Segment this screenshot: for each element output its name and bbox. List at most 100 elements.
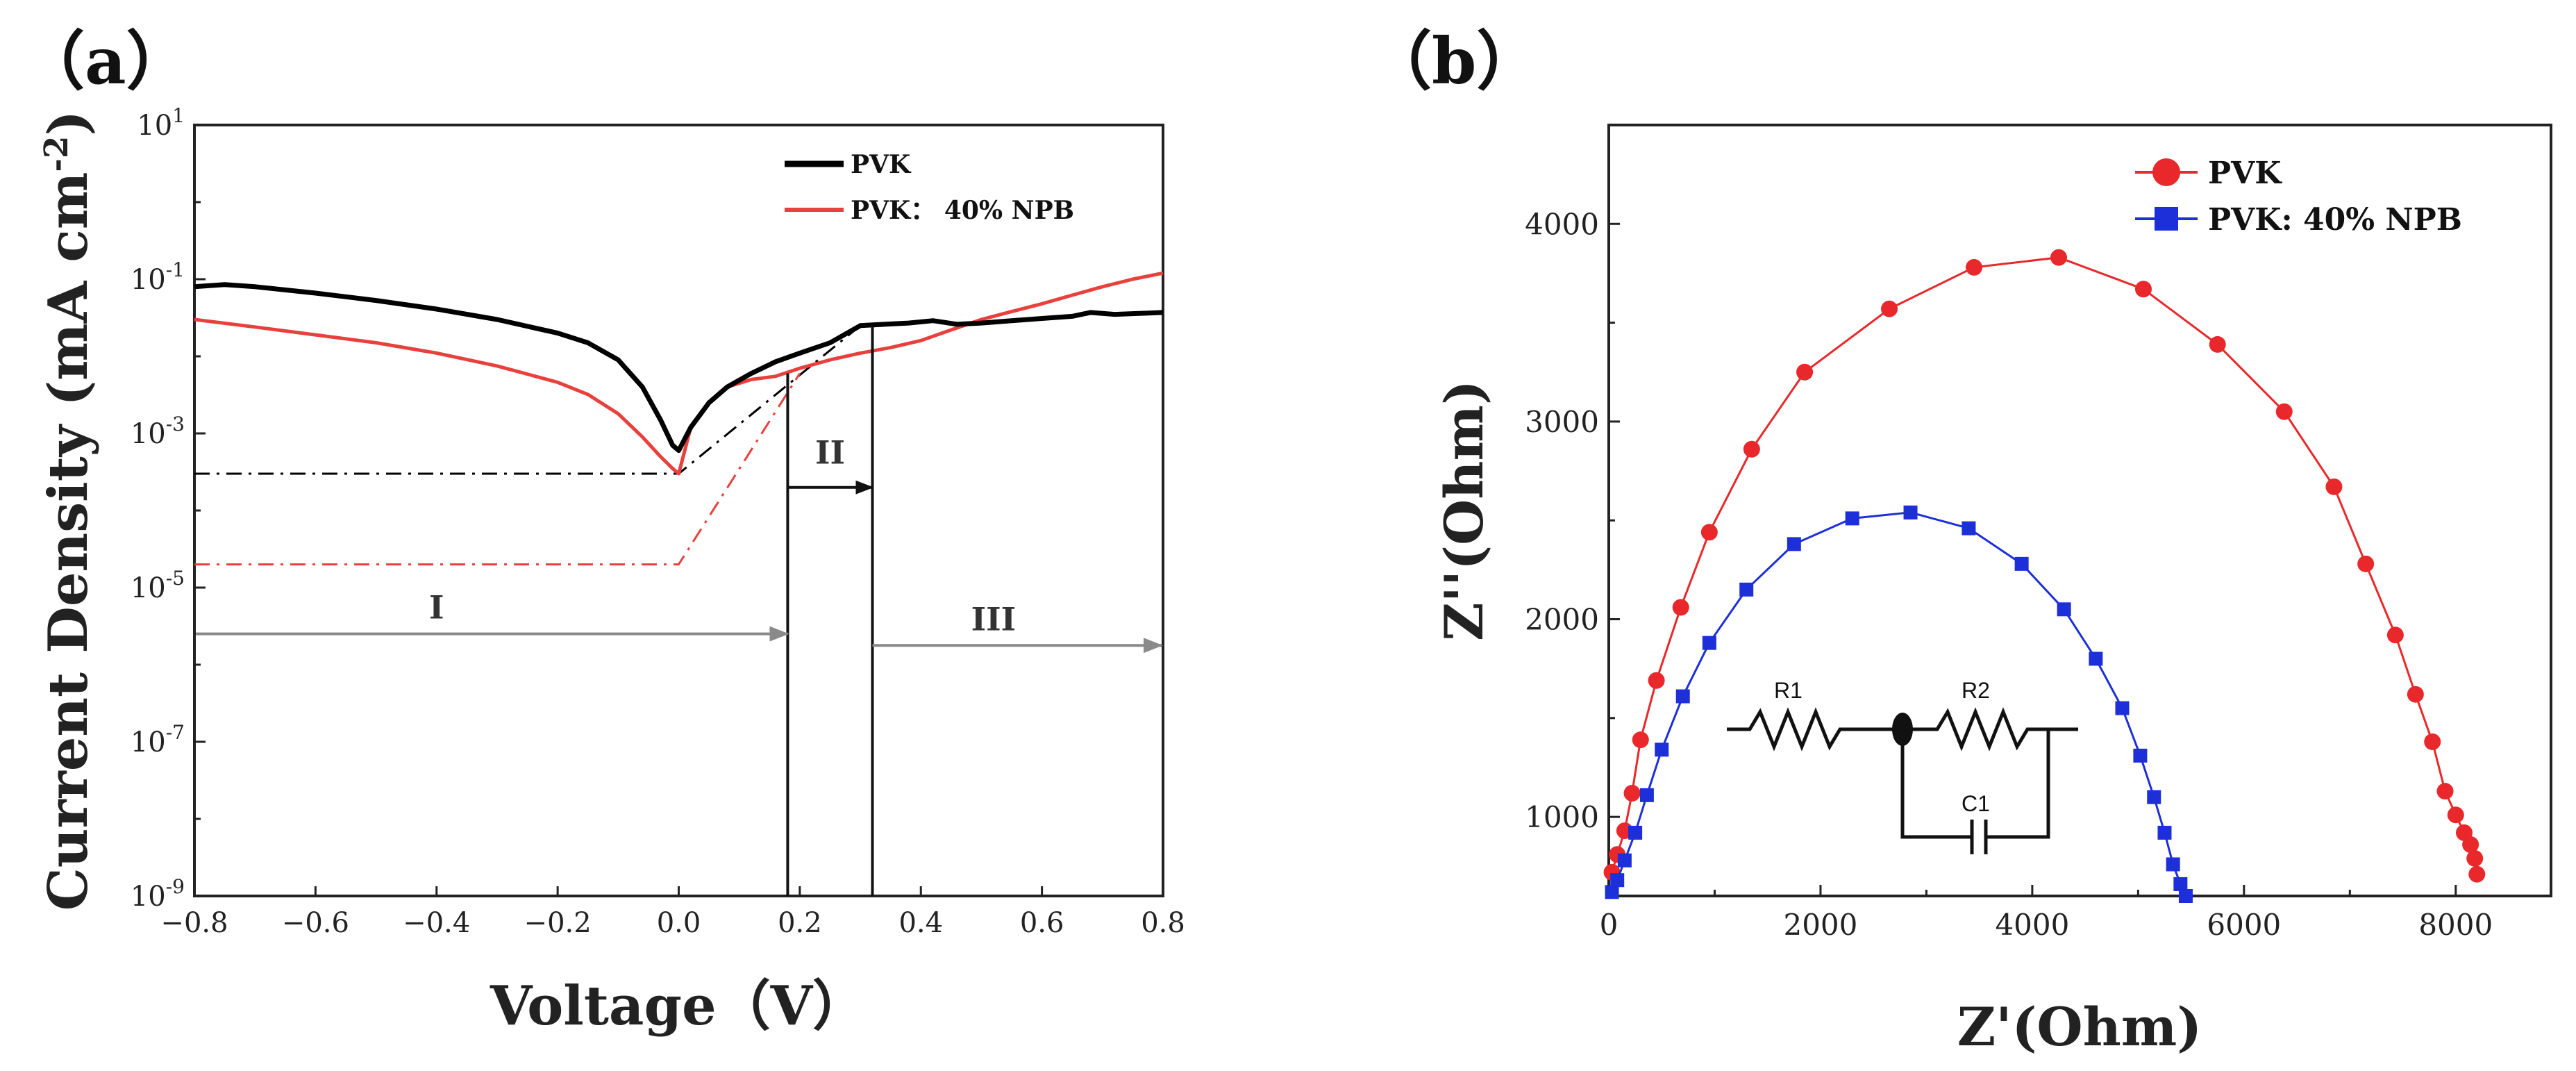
x-tick-label: 2000 — [1783, 908, 1857, 942]
pvk-point — [1700, 524, 1718, 541]
circuit-resistor-r1 — [1727, 707, 1898, 752]
y-tick-label: 1000 — [1525, 800, 1599, 834]
npb-point — [1787, 537, 1801, 551]
y-tick-label: 10-5 — [131, 567, 185, 604]
legend-a-pvk-label: PVK — [851, 150, 912, 179]
pvk-point — [1796, 363, 1814, 381]
panel-a-label: （a） — [21, 24, 190, 99]
x-tick-label: −0.6 — [282, 907, 349, 939]
panel-a-xlabel: Voltage（V） — [490, 974, 867, 1038]
y-tick-label: 10-9 — [131, 875, 185, 913]
equivalent-circuit — [1727, 707, 2078, 854]
pvk-point — [2209, 335, 2226, 353]
circuit-r1-label: R1 — [1774, 678, 1803, 703]
npb-point — [1605, 885, 1619, 899]
npb-point — [2115, 701, 2130, 715]
npb-point — [1617, 853, 1632, 867]
series-pvk-line — [1611, 256, 2478, 874]
series-pvk-line — [194, 282, 1164, 454]
pvk-point — [2050, 249, 2068, 266]
pvk-point — [2436, 783, 2454, 800]
y-tick-label: 10-7 — [131, 721, 185, 758]
npb-point — [2147, 790, 2161, 804]
series-npb-line — [1611, 511, 2187, 897]
pvk-point — [2462, 836, 2479, 853]
npb-point — [1628, 825, 1643, 840]
legend-b-pvk-label: PVK — [2208, 156, 2282, 191]
region-3-label: III — [971, 600, 1017, 638]
series-npb-fit-line — [194, 372, 801, 566]
panel-a-frame — [193, 124, 1164, 897]
x-tick-label: 0.6 — [1020, 907, 1064, 939]
x-tick-label: 4000 — [1995, 908, 2069, 942]
pvk-point — [2386, 626, 2404, 644]
npb-point — [2089, 651, 2103, 666]
pvk-point — [1623, 785, 1641, 802]
npb-point — [1610, 873, 1625, 888]
npb-point — [2166, 857, 2180, 872]
circuit-resistor-r2 — [1898, 707, 2055, 752]
x-tick-label: 0.4 — [898, 907, 943, 939]
pvk-point — [2407, 686, 2424, 703]
series-npb-line — [194, 271, 1164, 476]
npb-point — [2178, 889, 2193, 903]
npb-point — [1655, 742, 1669, 757]
region-1-label: I — [429, 589, 444, 626]
pvk-point — [2357, 555, 2375, 572]
pvk-point — [1966, 258, 1983, 276]
pvk-point — [2275, 403, 2293, 420]
legend-b-pvk-marker — [2152, 158, 2180, 186]
npb-point — [2157, 825, 2172, 840]
pvk-point — [1743, 440, 1760, 458]
x-tick-label: 8000 — [2418, 908, 2493, 942]
npb-point — [2014, 556, 2029, 571]
y-tick-label: 2000 — [1525, 603, 1599, 637]
x-tick-label: −0.2 — [524, 907, 592, 939]
pvk-point — [2468, 865, 2486, 883]
pvk-point — [2447, 806, 2464, 824]
circuit-node — [1892, 713, 1913, 746]
panel-b-label: （b） — [1368, 24, 1540, 99]
panel-b-frame — [1607, 124, 2552, 897]
legend-a-npb-label: PVK： 40% NPB — [851, 196, 1074, 225]
panel-b-ylabel: Z''(Ohm) — [1433, 380, 1495, 641]
pvk-point — [1648, 672, 1665, 689]
x-tick-label: 0 — [1600, 908, 1619, 942]
npb-point — [2057, 602, 2071, 617]
npb-point — [2133, 748, 2148, 763]
circuit-wire-parallel — [1900, 727, 2078, 839]
x-tick-label: −0.4 — [403, 907, 470, 939]
panel-b-chart: 0 2000 4000 6000 8000 1000 2000 3000 4000 PVK P… — [1433, 124, 2552, 1058]
x-tick-label: −0.8 — [160, 907, 228, 939]
circuit-capacitor-c1 — [1970, 820, 1988, 854]
pvk-point — [2424, 733, 2441, 750]
y-tick-label: 10-3 — [131, 413, 185, 450]
y-tick-label: 101 — [137, 104, 185, 142]
npb-point — [1845, 511, 1859, 526]
legend-b-npb-label: PVK: 40% NPB — [2208, 202, 2462, 238]
y-tick-label: 3000 — [1525, 405, 1599, 439]
y-tick-label: 10-1 — [131, 258, 185, 296]
npb-point — [1675, 689, 1690, 704]
series-pvk-fit-line — [194, 324, 862, 475]
pvk-point — [1632, 731, 1649, 749]
npb-point — [1639, 788, 1654, 802]
pvk-point — [2325, 478, 2343, 495]
region-2-label: II — [815, 434, 845, 472]
circuit-c1-label: C1 — [1962, 791, 1990, 816]
x-tick-label: 6000 — [2207, 908, 2281, 942]
circuit-r2-label: R2 — [1962, 678, 1990, 703]
x-tick-label: 0.8 — [1141, 907, 1185, 939]
pvk-point — [1881, 300, 1898, 317]
npb-point — [2173, 877, 2188, 891]
pvk-point — [2466, 849, 2484, 867]
npb-point — [1702, 636, 1716, 650]
npb-point — [1903, 505, 1918, 520]
panel-a-chart: −0.8 −0.6 −0.4 −0.2 0.0 0.2 0.4 0.6 0.8 101 10-1 1… — [37, 104, 1185, 1038]
npb-point — [1739, 582, 1754, 597]
y-tick-label: 4000 — [1525, 207, 1599, 241]
npb-point — [1962, 521, 1976, 536]
x-tick-label: 0.2 — [778, 907, 822, 939]
legend-b-npb-marker — [2155, 207, 2178, 231]
